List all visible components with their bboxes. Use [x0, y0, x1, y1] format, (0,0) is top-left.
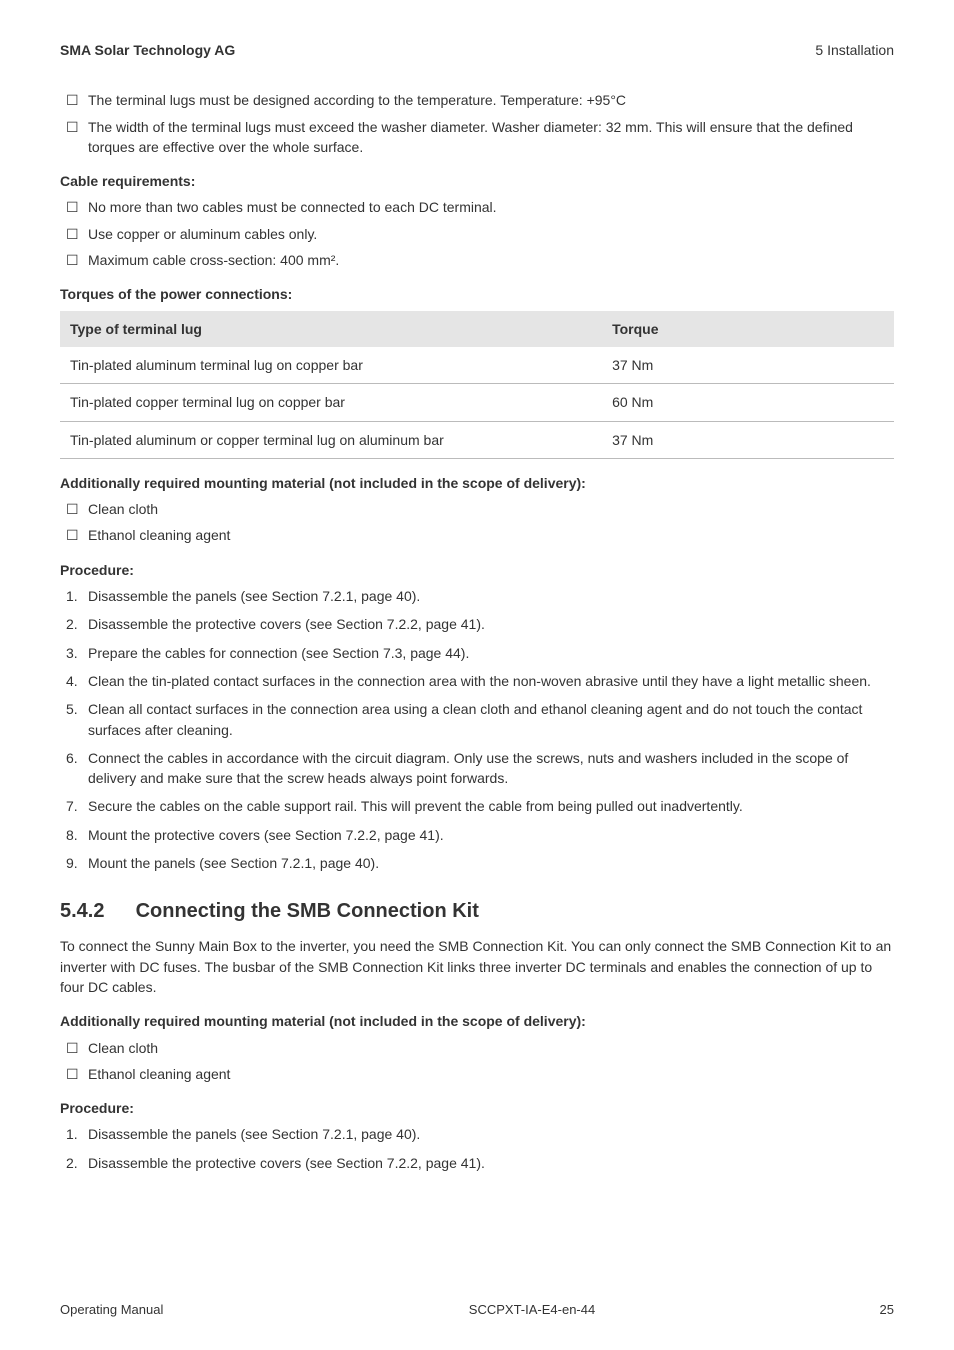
list-number: 6.	[66, 748, 78, 768]
table-cell: 60 Nm	[602, 384, 894, 421]
checklist-item: Clean cloth	[66, 499, 894, 519]
checklist-item: Clean cloth	[66, 1038, 894, 1058]
checklist-item: Ethanol cleaning agent	[66, 1064, 894, 1084]
list-number: 8.	[66, 825, 78, 845]
list-text: Mount the panels (see Section 7.2.1, pag…	[88, 855, 379, 871]
list-item: 3. Prepare the cables for connection (see…	[66, 643, 894, 663]
list-number: 9.	[66, 853, 78, 873]
table-cell: Tin-plated aluminum terminal lug on copp…	[60, 347, 602, 384]
list-number: 3.	[66, 643, 78, 663]
header-company: SMA Solar Technology AG	[60, 40, 235, 60]
list-item: 9. Mount the panels (see Section 7.2.1, p…	[66, 853, 894, 873]
table-cell: Tin-plated copper terminal lug on copper…	[60, 384, 602, 421]
procedure-list-2: 1. Disassemble the panels (see Section 7.…	[60, 1124, 894, 1173]
table-header-torque: Torque	[602, 311, 894, 347]
table-cell: 37 Nm	[602, 421, 894, 458]
mounting-material-list-1: Clean cloth Ethanol cleaning agent	[60, 499, 894, 546]
subsection-paragraph: To connect the Sunny Main Box to the inv…	[60, 936, 894, 997]
list-item: 7. Secure the cables on the cable support…	[66, 796, 894, 816]
list-text: Mount the protective covers (see Section…	[88, 827, 444, 843]
list-item: 5. Clean all contact surfaces in the conn…	[66, 699, 894, 740]
table-row: Tin-plated aluminum terminal lug on copp…	[60, 347, 894, 384]
list-text: Disassemble the protective covers (see S…	[88, 616, 485, 632]
list-number: 4.	[66, 671, 78, 691]
procedure-heading-1: Procedure:	[60, 560, 894, 580]
list-text: Secure the cables on the cable support r…	[88, 798, 743, 814]
list-item: 6. Connect the cables in accordance with …	[66, 748, 894, 789]
procedure-list-1: 1. Disassemble the panels (see Section 7.…	[60, 586, 894, 873]
page-footer: Operating Manual SCCPXT-IA-E4-en-44 25	[60, 1301, 894, 1320]
checklist-item: Use copper or aluminum cables only.	[66, 224, 894, 244]
mounting-material-heading-2: Additionally required mounting material …	[60, 1011, 894, 1031]
list-text: Connect the cables in accordance with th…	[88, 750, 848, 786]
torques-table: Type of terminal lug Torque Tin-plated a…	[60, 311, 894, 459]
footer-doc-id: SCCPXT-IA-E4-en-44	[210, 1301, 854, 1320]
checklist-item: The terminal lugs must be designed accor…	[66, 90, 894, 110]
list-text: Disassemble the panels (see Section 7.2.…	[88, 1126, 420, 1142]
page-header: SMA Solar Technology AG 5 Installation	[60, 40, 894, 60]
list-text: Disassemble the panels (see Section 7.2.…	[88, 588, 420, 604]
list-text: Prepare the cables for connection (see S…	[88, 645, 469, 661]
mounting-material-list-2: Clean cloth Ethanol cleaning agent	[60, 1038, 894, 1085]
procedure-heading-2: Procedure:	[60, 1098, 894, 1118]
list-number: 2.	[66, 1153, 78, 1173]
subsection-number: 5.4.2	[60, 897, 130, 926]
checklist-item: No more than two cables must be connecte…	[66, 197, 894, 217]
mounting-material-heading-1: Additionally required mounting material …	[60, 473, 894, 493]
list-text: Clean all contact surfaces in the connec…	[88, 701, 862, 737]
subsection-heading: 5.4.2 Connecting the SMB Connection Kit	[60, 897, 894, 926]
list-item: 8. Mount the protective covers (see Secti…	[66, 825, 894, 845]
list-item: 1. Disassemble the panels (see Section 7.…	[66, 1124, 894, 1144]
table-cell: 37 Nm	[602, 347, 894, 384]
footer-page-number: 25	[854, 1301, 894, 1320]
list-number: 5.	[66, 699, 78, 719]
subsection-title: Connecting the SMB Connection Kit	[136, 900, 479, 922]
list-number: 7.	[66, 796, 78, 816]
table-row: Tin-plated aluminum or copper terminal l…	[60, 421, 894, 458]
footer-doc-type: Operating Manual	[60, 1301, 210, 1320]
checklist-item: Ethanol cleaning agent	[66, 525, 894, 545]
list-item: 1. Disassemble the panels (see Section 7.…	[66, 586, 894, 606]
checklist-item: Maximum cable cross-section: 400 mm².	[66, 250, 894, 270]
table-header-type: Type of terminal lug	[60, 311, 602, 347]
table-row: Tin-plated copper terminal lug on copper…	[60, 384, 894, 421]
cable-requirements-heading: Cable requirements:	[60, 171, 894, 191]
list-number: 1.	[66, 586, 78, 606]
intro-checklist: The terminal lugs must be designed accor…	[60, 90, 894, 157]
checklist-item: The width of the terminal lugs must exce…	[66, 117, 894, 158]
list-number: 2.	[66, 614, 78, 634]
header-chapter: 5 Installation	[815, 40, 894, 60]
list-number: 1.	[66, 1124, 78, 1144]
list-item: 2. Disassemble the protective covers (see…	[66, 614, 894, 634]
table-cell: Tin-plated aluminum or copper terminal l…	[60, 421, 602, 458]
cable-requirements-list: No more than two cables must be connecte…	[60, 197, 894, 270]
list-text: Clean the tin-plated contact surfaces in…	[88, 673, 871, 689]
list-item: 4. Clean the tin-plated contact surfaces …	[66, 671, 894, 691]
torques-heading: Torques of the power connections:	[60, 284, 894, 304]
list-text: Disassemble the protective covers (see S…	[88, 1155, 485, 1171]
list-item: 2. Disassemble the protective covers (see…	[66, 1153, 894, 1173]
